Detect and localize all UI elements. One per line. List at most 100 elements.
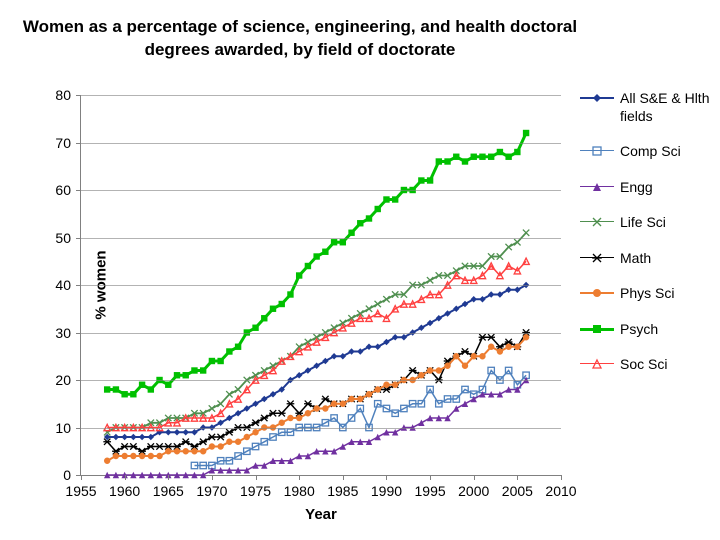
x-tick-mark bbox=[81, 475, 82, 480]
series-marker-psych bbox=[296, 272, 302, 278]
legend-swatch bbox=[580, 285, 614, 301]
legend-swatch bbox=[580, 250, 614, 266]
series-marker-math bbox=[461, 348, 469, 354]
legend-label: Comp Sci bbox=[620, 143, 681, 161]
series-marker-physci bbox=[287, 415, 293, 421]
gridline bbox=[81, 428, 561, 429]
legend-label: Soc Sci bbox=[620, 356, 667, 374]
series-marker-physci bbox=[113, 453, 119, 459]
series-marker-math bbox=[226, 429, 234, 435]
series-marker-physci bbox=[226, 439, 232, 445]
series-marker-physci bbox=[235, 439, 241, 445]
series-marker-psych bbox=[331, 239, 337, 245]
series-marker-math bbox=[487, 334, 495, 340]
series-marker-math bbox=[208, 434, 216, 440]
series-marker-psych bbox=[471, 154, 477, 160]
series-marker-lifesci bbox=[383, 296, 389, 302]
series-marker-physci bbox=[366, 391, 372, 397]
series-marker-all bbox=[121, 434, 127, 440]
series-marker-math bbox=[182, 439, 190, 445]
legend-item-socsci: Soc Sci bbox=[580, 356, 710, 374]
series-marker-physci bbox=[462, 363, 468, 369]
gridline bbox=[81, 333, 561, 334]
series-marker-physci bbox=[104, 458, 110, 464]
y-tick-mark bbox=[76, 428, 81, 429]
gridline bbox=[81, 380, 561, 381]
series-marker-psych bbox=[505, 154, 511, 160]
gridline bbox=[81, 190, 561, 191]
series-marker-psych bbox=[357, 220, 363, 226]
series-marker-all bbox=[130, 434, 136, 440]
gridline bbox=[81, 238, 561, 239]
series-marker-lifesci bbox=[514, 239, 520, 245]
series-marker-physci bbox=[418, 372, 424, 378]
legend-item-compsci: Comp Sci bbox=[580, 143, 710, 161]
series-marker-lifesci bbox=[217, 401, 223, 407]
series-marker-physci bbox=[427, 367, 433, 373]
legend-swatch bbox=[580, 321, 614, 337]
series-marker-physci bbox=[505, 344, 511, 350]
series-marker-psych bbox=[217, 358, 223, 364]
series-marker-all bbox=[139, 434, 145, 440]
series-marker-lifesci bbox=[209, 405, 215, 411]
gridline bbox=[81, 95, 561, 96]
series-marker-math bbox=[260, 415, 268, 421]
series-marker-math bbox=[217, 434, 225, 440]
series-marker-psych bbox=[121, 391, 127, 397]
series-marker-all bbox=[174, 429, 180, 435]
y-tick-label: 40 bbox=[41, 277, 71, 293]
series-marker-psych bbox=[104, 386, 110, 392]
series-marker-psych bbox=[270, 306, 276, 312]
gridline bbox=[81, 143, 561, 144]
y-tick-mark bbox=[76, 380, 81, 381]
series-marker-physci bbox=[296, 415, 302, 421]
x-tick-mark bbox=[168, 475, 169, 480]
series-marker-physci bbox=[375, 386, 381, 392]
series-marker-psych bbox=[453, 154, 459, 160]
series-marker-psych bbox=[191, 367, 197, 373]
series-marker-psych bbox=[375, 206, 381, 212]
y-tick-mark bbox=[76, 95, 81, 96]
series-marker-psych bbox=[261, 315, 267, 321]
series-marker-physci bbox=[471, 353, 477, 359]
series-marker-psych bbox=[340, 239, 346, 245]
series-marker-engg bbox=[418, 420, 424, 426]
series-marker-physci bbox=[252, 429, 258, 435]
series-marker-math bbox=[409, 367, 417, 373]
series-marker-psych bbox=[488, 154, 494, 160]
series-marker-lifesci bbox=[235, 386, 241, 392]
series-marker-psych bbox=[436, 158, 442, 164]
x-tick-mark bbox=[343, 475, 344, 480]
series-marker-math bbox=[121, 443, 129, 449]
series-marker-psych bbox=[348, 230, 354, 236]
series-marker-physci bbox=[130, 453, 136, 459]
series-marker-math bbox=[304, 401, 312, 407]
series-marker-physci bbox=[209, 443, 215, 449]
series-marker-psych bbox=[139, 382, 145, 388]
series-marker-physci bbox=[121, 453, 127, 459]
series-marker-physci bbox=[313, 405, 319, 411]
series-marker-physci bbox=[436, 367, 442, 373]
series-marker-psych bbox=[523, 130, 529, 136]
legend-swatch bbox=[580, 179, 614, 195]
series-marker-physci bbox=[497, 348, 503, 354]
series-marker-lifesci bbox=[505, 244, 511, 250]
series-marker-psych bbox=[165, 382, 171, 388]
chart-title: Women as a percentage of science, engine… bbox=[0, 16, 600, 62]
y-tick-label: 60 bbox=[41, 182, 71, 198]
series-marker-math bbox=[269, 410, 277, 416]
y-tick-label: 10 bbox=[41, 420, 71, 436]
x-tick-mark bbox=[299, 475, 300, 480]
series-marker-physci bbox=[174, 448, 180, 454]
series-marker-psych bbox=[418, 177, 424, 183]
series-marker-math bbox=[147, 443, 155, 449]
series-marker-physci bbox=[244, 434, 250, 440]
series-marker-psych bbox=[497, 149, 503, 155]
series-marker-physci bbox=[514, 344, 520, 350]
x-tick-label: 1975 bbox=[240, 483, 271, 499]
series-marker-psych bbox=[366, 215, 372, 221]
y-tick-label: 20 bbox=[41, 372, 71, 388]
series-marker-physci bbox=[357, 396, 363, 402]
chart-container: Women as a percentage of science, engine… bbox=[0, 0, 720, 540]
series-marker-psych bbox=[444, 158, 450, 164]
